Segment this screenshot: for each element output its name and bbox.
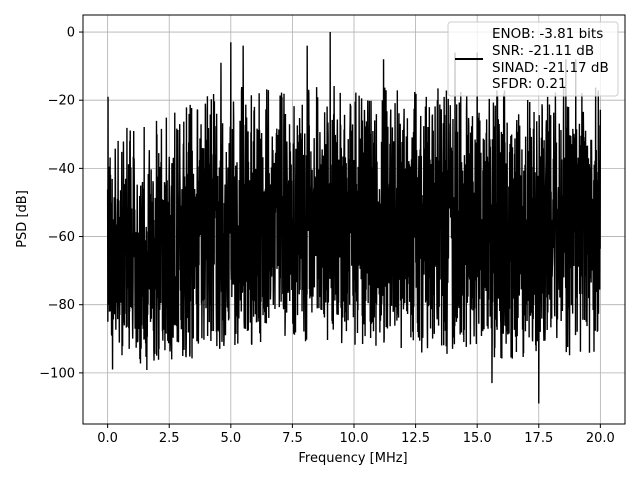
y-tick-label: −20 xyxy=(48,94,75,109)
y-tick-label: −80 xyxy=(48,298,75,313)
legend: ENOB: -3.81 bits SNR: -21.11 dB SINAD: -… xyxy=(447,21,619,97)
x-axis-label: Frequency [MHz] xyxy=(298,451,407,466)
y-axis-label: PSD [dB] xyxy=(15,190,30,248)
legend-entry-sinad: SINAD: -21.17 dB xyxy=(492,60,609,76)
x-tick-label: 20.0 xyxy=(586,431,615,446)
x-tick-label: 2.5 xyxy=(159,431,180,446)
legend-entry-snr: SNR: -21.11 dB xyxy=(492,43,594,59)
x-tick-label: 15.0 xyxy=(463,431,492,446)
x-tick-label: 7.5 xyxy=(282,431,303,446)
y-axis-ticks: 0 −20 −40 −60 −80 −100 xyxy=(39,26,83,381)
x-tick-label: 12.5 xyxy=(401,431,430,446)
y-tick-label: −100 xyxy=(39,366,75,381)
y-tick-label: 0 xyxy=(67,26,75,41)
x-tick-label: 10.0 xyxy=(340,431,369,446)
x-tick-label: 17.5 xyxy=(524,431,553,446)
y-tick-label: −60 xyxy=(48,230,75,245)
x-tick-label: 5.0 xyxy=(220,431,241,446)
legend-entry-sfdr: SFDR: 0.21 xyxy=(492,76,567,92)
x-axis-ticks: 0.0 2.5 5.0 7.5 10.0 12.5 15.0 17.5 20.0 xyxy=(97,424,615,446)
legend-box xyxy=(447,21,619,97)
x-tick-label: 0.0 xyxy=(97,431,118,446)
legend-entry-enob: ENOB: -3.81 bits xyxy=(492,26,603,42)
psd-line xyxy=(106,32,602,404)
psd-series xyxy=(106,32,602,404)
y-tick-label: −40 xyxy=(48,162,75,177)
